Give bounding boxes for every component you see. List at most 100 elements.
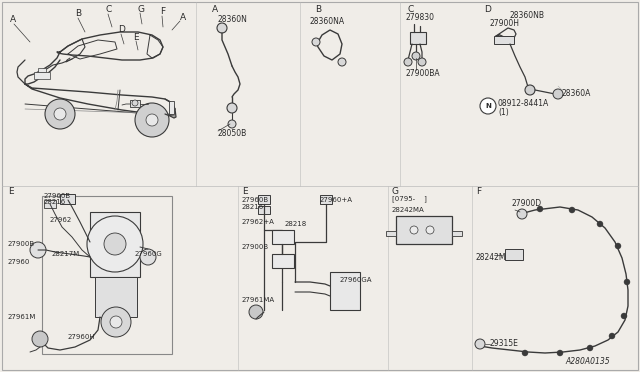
Circle shape [624,279,630,285]
Bar [258,206,270,214]
Bar [42,196,172,354]
Text: 27962+A: 27962+A [242,219,275,225]
Text: 28242M: 28242M [476,253,506,262]
Text: 28360A: 28360A [562,90,591,99]
Text: 28360NB: 28360NB [510,10,545,19]
Text: 27960GA: 27960GA [340,277,372,283]
Circle shape [101,307,131,337]
Bar [272,254,294,268]
Bar [258,195,270,204]
Circle shape [45,99,75,129]
Bar [494,36,514,44]
Circle shape [609,333,615,339]
Bar [90,212,140,277]
Bar [386,231,396,236]
Text: 27960B: 27960B [44,193,71,199]
Text: 08912-8441A: 08912-8441A [498,99,549,109]
Circle shape [338,58,346,66]
Text: C: C [408,6,414,15]
Bar [396,216,452,244]
Text: 27960: 27960 [8,259,30,265]
Circle shape [412,52,420,60]
Circle shape [537,206,543,212]
Text: 27900B: 27900B [242,244,269,250]
Circle shape [553,89,563,99]
Text: [0795-    ]: [0795- ] [392,196,427,202]
Text: 28242MA: 28242MA [392,207,425,213]
Text: F: F [476,187,481,196]
Circle shape [146,114,158,126]
Bar [169,101,174,114]
Circle shape [621,313,627,319]
Text: F: F [160,7,165,16]
Circle shape [87,216,143,272]
Text: 27960B: 27960B [242,197,269,203]
Bar [95,277,137,317]
Text: 27900H: 27900H [490,19,520,29]
Text: 28218: 28218 [285,221,307,227]
Text: 27900D: 27900D [512,199,542,208]
Text: 279830: 279830 [406,13,435,22]
Text: 27900BA: 27900BA [406,70,440,78]
Text: A: A [180,13,186,22]
Bar [330,272,360,310]
Text: D: D [484,6,491,15]
Circle shape [587,345,593,351]
Bar [44,200,56,208]
Bar [42,196,172,354]
Circle shape [615,243,621,249]
Bar [130,100,140,107]
Text: 28050B: 28050B [218,129,247,138]
Text: E: E [242,187,248,196]
Text: B: B [75,10,81,19]
Circle shape [227,103,237,113]
Circle shape [597,221,603,227]
Text: E: E [133,32,139,42]
Bar [270,199,382,354]
Text: A: A [212,6,218,15]
Circle shape [54,108,66,120]
Text: B: B [315,6,321,15]
Text: 28216: 28216 [44,199,67,205]
Circle shape [312,38,320,46]
Circle shape [135,103,169,137]
Text: 29315E: 29315E [490,340,519,349]
Text: (1): (1) [498,109,509,118]
Bar [452,231,462,236]
Circle shape [217,23,227,33]
Bar [38,68,46,72]
Bar [505,249,523,260]
Text: A: A [10,16,16,25]
Text: 27900B: 27900B [8,241,35,247]
Circle shape [30,242,46,258]
Text: 27960H: 27960H [68,334,95,340]
Text: N: N [485,103,491,109]
Bar [410,32,426,44]
Circle shape [426,226,434,234]
Circle shape [569,207,575,213]
Circle shape [228,120,236,128]
Bar [60,194,75,204]
Text: 28217M: 28217M [52,251,80,257]
Bar [272,230,294,244]
Circle shape [517,209,527,219]
Circle shape [140,249,156,265]
Bar [320,195,332,204]
Text: G: G [392,187,399,196]
Text: 27960+A: 27960+A [320,197,353,203]
Circle shape [522,350,528,356]
Text: 27961MA: 27961MA [242,297,275,303]
Text: D: D [118,26,125,35]
Circle shape [525,85,535,95]
Text: G: G [137,4,144,13]
Circle shape [410,226,418,234]
Circle shape [480,98,496,114]
Circle shape [110,316,122,328]
Circle shape [404,58,412,66]
Circle shape [418,58,426,66]
Circle shape [557,350,563,356]
Circle shape [32,331,48,347]
Text: 27960G: 27960G [135,251,163,257]
Text: 27962: 27962 [50,217,72,223]
Circle shape [249,305,263,319]
